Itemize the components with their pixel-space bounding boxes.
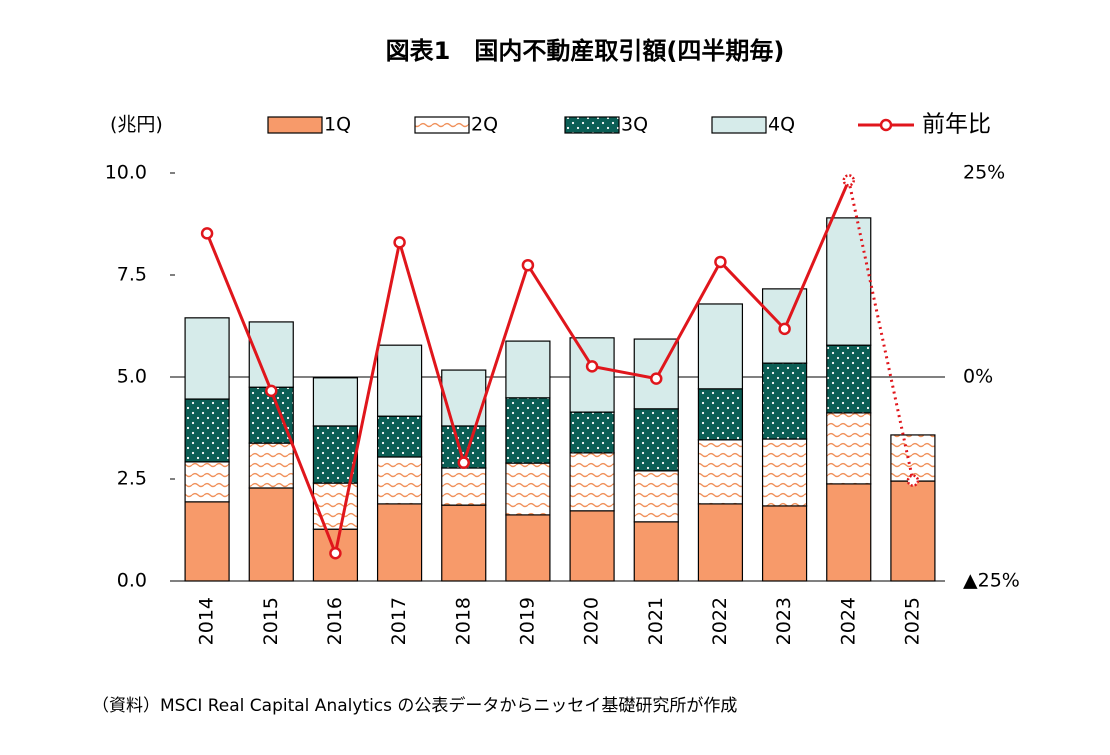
bar-segment [184,501,230,582]
legend-item: 前年比 [858,112,991,138]
line-marker [650,372,663,385]
legend-swatch [267,116,323,134]
x-tick-label: 2019 [516,597,538,645]
y-axis-label: (兆円) [110,114,163,136]
bar-segment [505,340,551,399]
bar-segment [184,461,230,503]
y2-tick-label: 25% [963,162,1005,184]
bar-segment [697,303,744,390]
legend-item: 4Q [711,114,795,136]
legend-item: 1Q [267,114,351,136]
bar-segment [633,408,679,472]
bar-segment [569,452,615,512]
x-tick-label: 2022 [709,597,731,645]
bar-segment [376,503,423,582]
bar-segment [376,456,423,505]
bar-segment [505,462,551,516]
x-tick-label: 2017 [388,597,410,645]
legend-label: 3Q [621,114,648,136]
bar-segment [569,510,615,582]
y-tick-label: 5.0 [117,366,147,388]
bar-segment [761,505,808,582]
bar-segment [697,503,744,582]
source-note: （資料）MSCI Real Capital Analytics の公表データから… [92,695,737,716]
bar-segment [890,480,936,582]
legend-marker [879,118,893,132]
line-marker [329,547,342,560]
y-tick-label: 10.0 [105,162,147,184]
legend-item: 3Q [564,114,648,136]
legend-swatch [414,116,470,134]
bar-segment [697,439,744,505]
x-tick-label: 2024 [837,597,859,645]
line-marker [393,236,406,249]
x-tick-label: 2021 [645,597,667,645]
bar-segment [633,521,679,582]
x-tick-label: 2025 [901,597,923,645]
line-marker [714,255,727,269]
y2-tick-label: ▲25% [963,570,1020,592]
bar-segment [890,434,936,482]
bar-segment [376,344,423,417]
bar-segment [697,388,744,441]
legend-label: 4Q [768,114,795,136]
bar-segment [826,344,872,414]
bar-segment [248,442,294,489]
bar-segment [184,317,230,400]
legend-label: 2Q [471,114,498,136]
y-tick-label: 0.0 [117,570,147,592]
line-marker [778,322,791,336]
legend-label: 1Q [324,114,351,136]
line-marker [585,360,599,373]
line-marker [906,474,920,487]
bar-segment [441,467,487,506]
x-tick-label: 2014 [196,597,218,645]
legend-label: 前年比 [922,112,991,138]
bar-segment [312,482,359,530]
bar-segment [826,412,872,485]
x-tick-label: 2018 [452,597,474,645]
bar-segment [569,411,615,454]
legend-swatch [711,116,767,134]
bar-segment [569,337,615,413]
bar-segment [826,217,872,346]
bar-segment [761,362,808,440]
bar-segment [505,397,551,464]
x-tick-label: 2015 [260,597,282,645]
chart-title: 図表1 国内不動産取引額(四半期毎) [386,37,785,65]
bar-segment [184,398,230,463]
legend-swatch [564,116,620,134]
y2-tick-label: 0% [963,366,993,388]
bar-segment [761,438,808,507]
bar-segment [633,470,679,523]
legend-item: 2Q [414,114,498,136]
x-tick-label: 2020 [581,597,603,645]
line-marker [842,174,855,187]
line-marker [200,227,214,240]
line-marker [521,258,535,272]
bar-segment [248,487,294,582]
bar-segment [826,483,872,582]
bar-segment [312,377,359,427]
line-marker [457,456,470,469]
y-tick-label: 2.5 [117,468,147,490]
x-tick-label: 2023 [773,597,795,645]
line-marker [265,384,278,398]
bar-segment [312,425,359,484]
x-tick-label: 2016 [324,597,346,645]
bar-segment [505,514,551,582]
bar-segment [441,504,487,582]
y-tick-label: 7.5 [117,264,147,286]
bar-segment [376,415,423,458]
